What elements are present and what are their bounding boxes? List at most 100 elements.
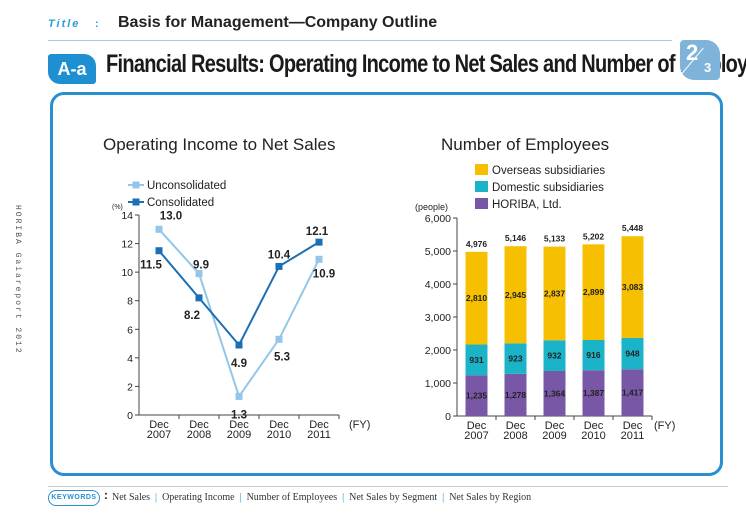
keyword-separator: | (442, 492, 445, 503)
bar-segment (621, 337, 644, 370)
data-point (195, 294, 203, 302)
legend-label: HORIBA, Ltd. (492, 199, 562, 211)
bar-segment (504, 373, 527, 416)
series-line-unconsolidated (158, 228, 320, 399)
footer-divider (48, 486, 728, 487)
bar-total-label: 5,146 (505, 233, 527, 243)
data-point (235, 341, 243, 349)
y-tick-label: 1,000 (425, 378, 451, 390)
page-title: Basis for Management—Company Outline (118, 14, 438, 31)
x-tick-label: 2010 (581, 430, 605, 442)
legend-swatch (475, 164, 488, 175)
bar-total-label: 5,448 (622, 223, 644, 233)
page-indicator (680, 40, 720, 80)
bar-value-label: 916 (586, 350, 600, 360)
keyword-separator: | (342, 492, 345, 503)
bar-value-label: 1,235 (466, 391, 488, 401)
keyword-item[interactable]: Operating Income (162, 492, 235, 503)
data-point (155, 247, 163, 255)
x-tick-label: 2007 (464, 430, 488, 442)
bar-value-label: 948 (625, 349, 639, 359)
data-point (155, 225, 163, 233)
x-tick-label: 2008 (187, 429, 211, 441)
legend-label: Consolidated (147, 197, 214, 209)
bar-segment (543, 370, 566, 416)
x-tick-label: Dec (189, 419, 209, 431)
title-colon: : (95, 18, 99, 30)
x-tick-label: 2011 (307, 429, 331, 441)
x-tick-label: 2009 (542, 430, 566, 442)
x-tick-label: Dec (229, 419, 249, 431)
data-label: 1.3 (231, 409, 247, 421)
x-tick-label: 2008 (503, 430, 527, 442)
y-tick-label: 0 (127, 410, 133, 422)
data-point (275, 262, 283, 270)
y-tick-label: 2 (127, 381, 133, 393)
x-tick-label: 2007 (147, 429, 171, 441)
keyword-item[interactable]: Net Sales by Segment (349, 492, 438, 503)
chart-title: Operating Income to Net Sales (103, 135, 335, 154)
y-tick-label: 14 (121, 210, 133, 222)
y-tick-label: 10 (121, 267, 133, 279)
bar-segment (504, 343, 527, 374)
bar-value-label: 2,899 (583, 287, 605, 297)
data-label: 5.3 (274, 351, 290, 363)
data-point (235, 392, 243, 400)
data-point (195, 270, 203, 278)
bar-value-label: 1,417 (622, 388, 644, 398)
x-tick-label: Dec (149, 419, 169, 431)
bar-total-label: 5,202 (583, 231, 605, 241)
page-total: 3 (704, 60, 712, 75)
bar-segment (621, 369, 644, 416)
title-divider (48, 40, 672, 41)
keyword-item[interactable]: Number of Employees (246, 492, 338, 503)
data-point (275, 335, 283, 343)
x-tick-label: Dec (269, 419, 289, 431)
y-tick-label: 3,000 (425, 312, 451, 324)
data-label: 9.9 (193, 260, 209, 272)
x-tick-label: 2009 (227, 429, 251, 441)
side-report-label: HORIBA Gaiareport 2012 (13, 205, 22, 355)
bar-value-label: 3,083 (622, 282, 644, 292)
data-label: 13.0 (160, 210, 182, 222)
x-tick-label: Dec (584, 420, 604, 432)
operating-income-chart: Operating Income to Net Sales Unconsolida… (103, 135, 370, 441)
series-line-consolidated (158, 241, 320, 347)
section-title: Financial Results: Operating Income to N… (106, 50, 746, 78)
data-point (315, 255, 323, 263)
keyword-item[interactable]: Net Sales by Region (449, 492, 532, 503)
keywords-list: Net Sales | Operating Income | Number of Emp… (112, 492, 531, 503)
title-tag: Title (48, 18, 81, 30)
legend-label: Domestic subsidiaries (492, 182, 604, 194)
bar-value-label: 923 (508, 354, 522, 364)
bar-value-label: 1,364 (544, 388, 566, 398)
legend-swatch (475, 198, 488, 209)
data-label: 12.1 (306, 226, 329, 238)
bar-value-label: 931 (469, 355, 483, 365)
bar-value-label: 2,945 (505, 290, 527, 300)
keyword-item[interactable]: Net Sales (112, 492, 151, 503)
legend-swatch (475, 181, 488, 192)
y-tick-label: 6,000 (425, 213, 451, 225)
bar-segment (465, 344, 488, 376)
bar-segment (582, 340, 605, 371)
bar-segment (543, 246, 566, 341)
bar-segment (582, 370, 605, 416)
page-current: 2 (686, 40, 699, 65)
bar-value-label: 1,387 (583, 388, 605, 398)
bar-segment (504, 246, 527, 344)
chart-frame (50, 92, 723, 476)
y-tick-label: 0 (445, 411, 451, 423)
data-label: 10.4 (268, 249, 291, 261)
y-tick-label: 12 (121, 239, 133, 251)
keyword-separator: | (155, 492, 158, 503)
chart-title: Number of Employees (441, 135, 609, 154)
bar-segment (543, 340, 566, 371)
bar-value-label: 2,810 (466, 293, 488, 303)
bar-value-label: 1,278 (505, 390, 527, 400)
section-badge: A-a (48, 54, 96, 84)
keywords-colon: : (104, 488, 108, 502)
x-tick-label: Dec (467, 420, 487, 432)
y-tick-label: 4,000 (425, 279, 451, 291)
legend-label: Overseas subsidiaries (492, 165, 605, 177)
